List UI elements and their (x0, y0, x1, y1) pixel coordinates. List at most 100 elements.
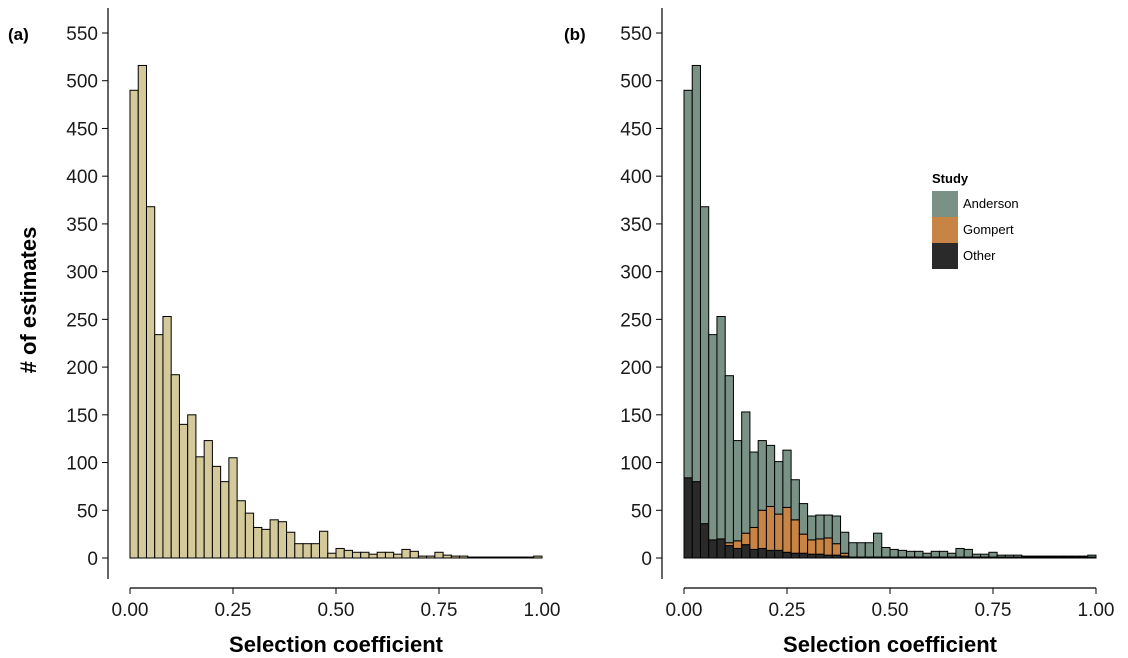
legend-swatch-gompert (932, 217, 958, 243)
bar-other (798, 552, 809, 559)
x-tick-label: 1.00 (524, 600, 561, 621)
histogram-bar (261, 528, 271, 559)
histogram-bar (277, 521, 288, 559)
panel-b-x-axis: 0.00 0.25 0.50 0.75 1.00 (666, 588, 1115, 621)
bar-anderson (897, 549, 907, 558)
bar-anderson (716, 316, 726, 540)
panel-b-x-axis-title: Selection coefficient (783, 632, 998, 657)
bar-anderson (1046, 555, 1056, 558)
y-tick-label: 400 (66, 167, 98, 188)
bar-gompert (790, 519, 800, 554)
y-tick-label: 0 (641, 549, 652, 570)
bar-other (757, 547, 767, 559)
x-tick-label: 1.00 (1078, 600, 1115, 621)
bar-other (691, 481, 701, 559)
bar-anderson (1070, 555, 1081, 558)
y-tick-label: 550 (66, 24, 98, 45)
histogram-bar (244, 512, 255, 559)
x-tick-label: 0.50 (318, 600, 355, 621)
histogram-bar (343, 549, 353, 559)
histogram-bar (129, 89, 139, 559)
bar-other (782, 551, 792, 559)
bar-anderson (790, 479, 800, 521)
bar-anderson (1037, 555, 1048, 558)
histogram-bar (310, 543, 321, 559)
histogram-bar (253, 526, 263, 559)
legend-swatch-anderson (932, 191, 958, 217)
y-tick-label: 300 (66, 263, 98, 284)
panel-b-tag: (b) (564, 25, 586, 44)
histogram-bar (294, 543, 304, 559)
histogram-bar (302, 543, 312, 559)
panel-a-y-axis-title: # of estimates (16, 227, 41, 374)
bar-anderson (1004, 554, 1015, 558)
bar-other (774, 549, 784, 559)
bar-anderson (815, 514, 825, 540)
y-tick-label: 300 (620, 263, 652, 284)
histogram-bar (145, 206, 156, 559)
x-tick-label: 0.00 (666, 600, 703, 621)
bar-anderson (963, 548, 973, 558)
panel-a: (a) # of estimates Selection coefficient… (8, 8, 560, 657)
bar-other (724, 545, 734, 559)
panel-b-bars (683, 64, 1097, 559)
bar-anderson (724, 375, 734, 544)
histogram-bar (335, 547, 345, 559)
panel-a-y-axis: 0 50 100 150 200 250 300 350 400 450 500 550 (66, 24, 108, 570)
y-tick-label: 200 (620, 358, 652, 379)
x-tick-label: 0.25 (769, 600, 806, 621)
bar-gompert (823, 537, 833, 556)
x-tick-label: 0.00 (112, 600, 149, 621)
y-tick-label: 150 (66, 406, 98, 427)
bar-other (815, 553, 825, 559)
bar-anderson (856, 542, 866, 558)
histogram-bar (187, 414, 197, 559)
histogram-bar (376, 551, 386, 559)
histogram-bar (162, 316, 172, 559)
bar-anderson (988, 551, 998, 558)
y-tick-label: 150 (620, 406, 652, 427)
bar-other (741, 544, 751, 559)
y-tick-label: 450 (66, 119, 98, 140)
bar-anderson (922, 552, 932, 558)
bar-anderson (757, 440, 767, 511)
histogram-bar (220, 481, 230, 559)
bar-anderson (1062, 555, 1072, 558)
panel-a-x-axis-title: Selection coefficient (229, 632, 444, 657)
bar-anderson (881, 547, 891, 558)
histogram-bar (178, 423, 189, 559)
histogram-bar (170, 374, 180, 559)
bar-other (716, 538, 726, 559)
bar-anderson (864, 542, 875, 558)
histogram-bar (211, 465, 222, 559)
bar-anderson (1079, 555, 1089, 558)
histogram-bar (368, 553, 378, 559)
bar-gompert (749, 526, 759, 550)
y-tick-label: 550 (620, 24, 652, 45)
histogram-bar (286, 531, 296, 559)
panel-b-y-axis: 0 50 100 150 200 250 300 350 400 450 500 550 (620, 24, 662, 570)
y-tick-label: 400 (620, 167, 652, 188)
bar-anderson (1087, 554, 1097, 558)
histogram-bar (228, 457, 238, 559)
bar-anderson (840, 531, 850, 554)
bar-gompert (815, 538, 825, 555)
y-tick-label: 100 (620, 454, 652, 475)
bar-anderson (938, 550, 949, 558)
y-tick-label: 50 (631, 501, 652, 522)
histogram-bar (351, 551, 362, 559)
bar-other (749, 548, 759, 559)
y-tick-label: 450 (620, 119, 652, 140)
legend-label-other: Other (963, 248, 996, 263)
bar-anderson (683, 89, 693, 479)
bar-anderson (1054, 555, 1064, 558)
bar-other (683, 477, 693, 559)
y-tick-label: 200 (66, 358, 98, 379)
bar-gompert (831, 543, 842, 556)
bar-anderson (996, 554, 1006, 558)
x-tick-label: 0.50 (872, 600, 909, 621)
bar-gompert (765, 505, 776, 551)
bar-anderson (848, 542, 858, 558)
bar-other (708, 539, 718, 559)
